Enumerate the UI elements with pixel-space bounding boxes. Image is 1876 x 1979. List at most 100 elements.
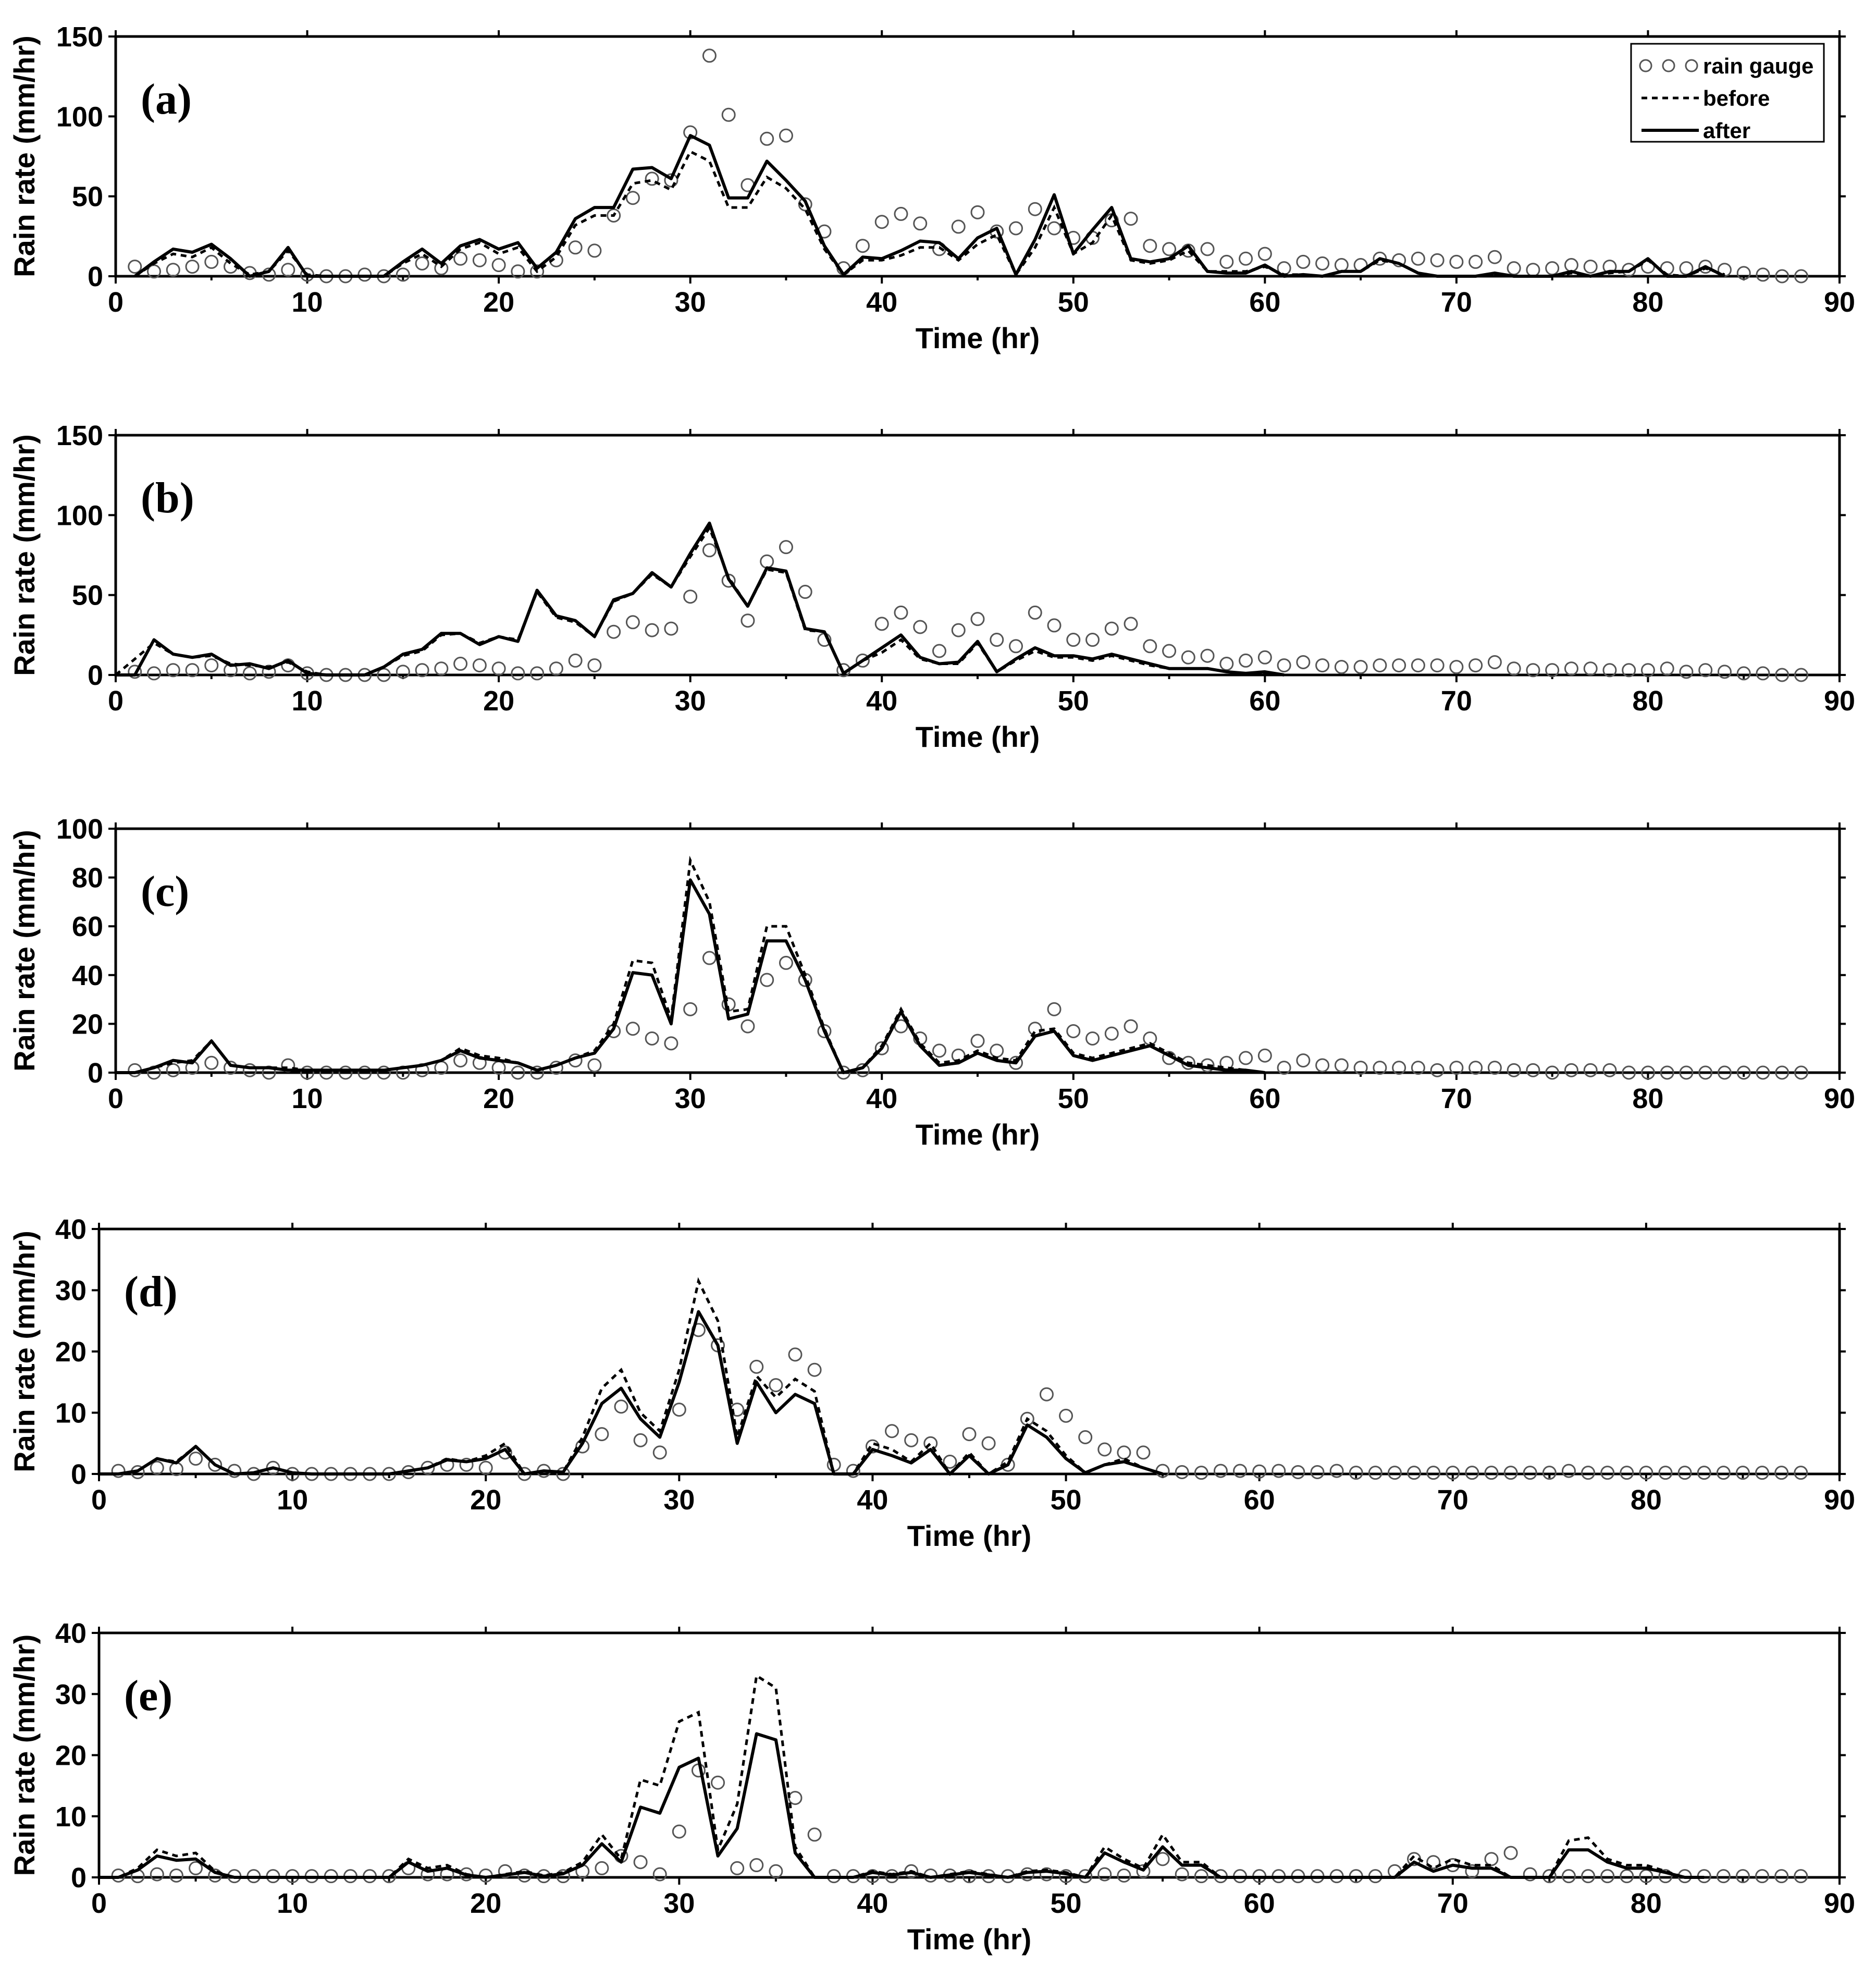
rain-gauge-point [1698,663,1713,678]
rain-gauge-point [1716,1466,1731,1480]
rain-gauge-point [1542,1466,1557,1480]
rain-gauge-point [1503,1466,1518,1480]
x-tick-label: 70 [1441,685,1472,717]
x-tick-label: 70 [1437,1484,1468,1516]
rain-gauge-point [1660,661,1674,676]
legend-label: before [1703,86,1770,110]
y-tick-label: 10 [55,1398,87,1429]
rain-gauge-point [1545,261,1560,276]
rain-gauge-point [189,1452,203,1466]
rain-gauge-point [855,239,870,253]
rain-gauge-point [1564,258,1578,273]
x-tick-label: 50 [1051,1888,1082,1919]
y-tick-label: 0 [71,1862,87,1894]
y-tick-label: 30 [55,1679,87,1710]
rain-gauge-point [556,1467,571,1481]
rain-gauge-point [1124,212,1138,226]
rain-gauge-point [1717,1065,1732,1080]
rain-gauge-point [189,1861,203,1875]
x-tick-label: 10 [292,1083,323,1114]
rain-gauge-point [730,1861,745,1875]
rain-gauge-point [415,256,429,271]
rain-gauge-point [970,612,985,626]
rain-gauge-point [511,666,525,681]
legend-label: rain gauge [1703,54,1813,78]
rain-gauge-point [1639,1466,1653,1480]
rain-gauge-point [1373,658,1387,673]
rain-gauge-point [530,1065,545,1080]
rain-gauge-point [1315,658,1330,673]
rain-gauge-point [1104,1026,1119,1041]
y-tick-label: 30 [55,1275,87,1307]
rain-gauge-point [1334,660,1349,674]
rain-gauge-point [779,955,793,970]
rain-gauge-point [1296,655,1311,669]
rain-gauge-point [1736,1065,1751,1080]
rain-gauge-point [652,1445,667,1460]
before-line [116,855,1265,1074]
rain-gauge-point [1194,1869,1208,1884]
rain-gauge-point [1583,1063,1598,1077]
rain-gauge-point [740,1019,755,1034]
rain-gauge-point [1468,254,1483,269]
plot-frame [114,827,1841,1074]
rain-gauge-point [614,1399,628,1414]
rain-gauge-point [874,1041,889,1055]
rain-gauge-point [645,623,659,637]
rain-gauge-point [874,617,889,631]
rain-gauge-point [1523,1867,1537,1882]
rain-gauge-point [1175,1465,1189,1479]
y-tick-label: 10 [55,1801,87,1833]
rain-gauge-point [625,1022,640,1036]
rain-gauge-point [1059,1408,1073,1423]
rain-gauge-point [1794,1065,1808,1080]
before-line [115,525,1285,677]
rain-gauge-point [1679,1065,1694,1080]
rain-gauge-point [798,585,812,599]
rain-gauge-point [1200,242,1215,256]
x-tick-label: 20 [483,287,514,318]
rain-gauge-point [147,264,162,279]
rain-gauge-point [625,191,640,205]
rain-gauge-point [111,1464,126,1478]
rain-gauge-point [262,267,276,282]
rain-gauge-point [1257,1048,1272,1063]
before-line [99,1673,1705,1879]
rain-gauge-point [652,1867,667,1882]
plot-frame [97,1227,1841,1476]
rain-gauge-point [262,665,276,679]
rain-gauge-point [788,1347,803,1362]
rain-gauge-point [1097,1442,1112,1457]
after-line [116,878,1265,1074]
y-axis-label: Rain rate (mm/hr) [8,1231,41,1472]
rain-gauge-point [1658,1869,1673,1884]
x-tick-label: 80 [1631,1888,1662,1919]
rain-gauge-point [1039,1387,1054,1402]
plot-frame [114,35,1841,278]
rain-gauge-point [1028,202,1042,216]
x-tick-label: 50 [1058,1083,1089,1114]
rain-gauge-point [1658,1466,1673,1480]
rain-gauge-point [242,1063,257,1077]
rain-gauge-point [1487,250,1502,264]
x-tick-label: 0 [108,287,124,318]
y-axis-label: Rain rate (mm/hr) [8,1634,41,1876]
x-tick-label: 20 [470,1888,501,1919]
rain-gauge-point [1716,1869,1731,1884]
y-tick-label: 150 [56,21,103,53]
y-tick-label: 50 [72,181,103,213]
rain-gauge-point [1233,1464,1248,1478]
rain-gauge-point [672,1824,686,1839]
rain-gauge-point [1468,1061,1483,1075]
rain-gauge-point [645,171,659,186]
rain-gauge-point [1047,618,1062,633]
x-tick-label: 20 [483,685,514,717]
rain-gauge-point [1622,1065,1636,1080]
y-axis-label: Rain rate (mm/hr) [8,434,41,676]
rain-gauge-point [779,128,793,143]
rain-gauge-point [568,653,583,668]
legend-marker [1662,59,1675,72]
x-tick-label: 0 [108,1083,124,1114]
rain-gauge-point [587,658,602,673]
